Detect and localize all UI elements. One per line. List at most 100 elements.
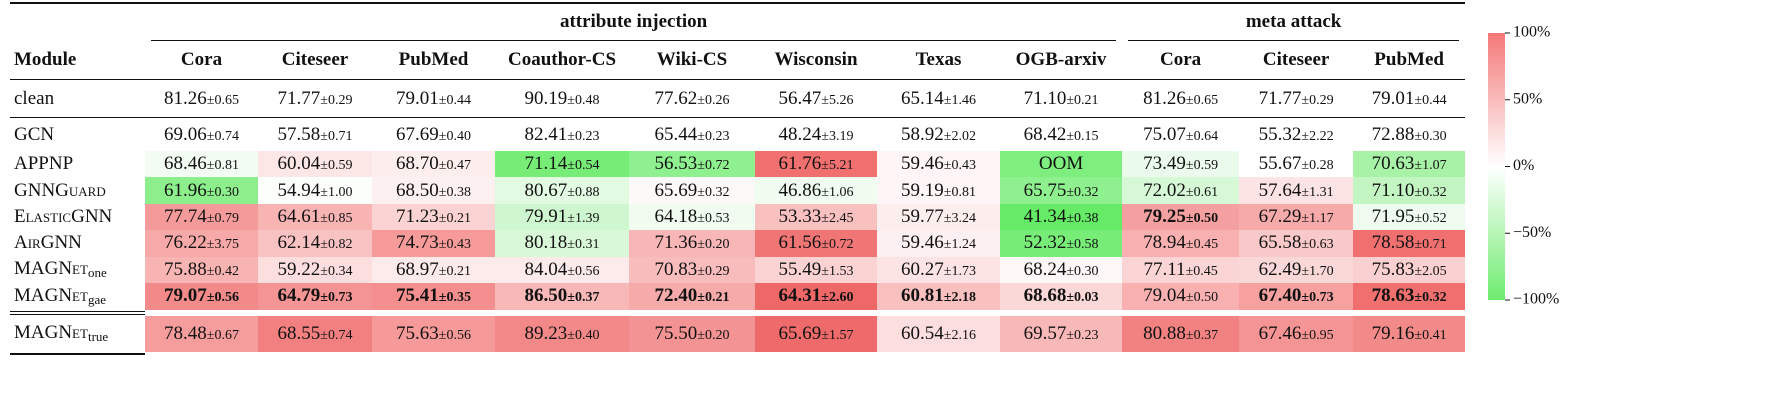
std: ±0.23	[567, 128, 600, 144]
module-cell: MAGNetgae	[10, 282, 145, 315]
value-cell: 65.58±0.63	[1239, 230, 1354, 257]
mean: 65.69	[654, 179, 698, 201]
value-cell: 59.22±0.34	[258, 256, 372, 283]
std: ±0.42	[206, 263, 239, 279]
value-cell: 57.64±1.31	[1239, 177, 1354, 204]
value-cell: 77.11±0.45	[1122, 256, 1240, 283]
mean: 59.46	[901, 153, 944, 175]
mean: 68.68	[1023, 285, 1067, 307]
std: ±0.48	[567, 92, 600, 108]
value-cell: 75.83±2.05	[1353, 256, 1466, 283]
mean: 59.22	[277, 258, 321, 280]
std: ±0.54	[567, 158, 600, 174]
std: ±0.81	[943, 184, 976, 200]
mean: 57.64	[1258, 179, 1302, 201]
std: ±2.05	[1414, 263, 1447, 279]
mean: 77.62	[654, 87, 698, 109]
mean: 62.14	[277, 232, 321, 254]
mean: 56.47	[778, 87, 822, 109]
value-cell: 68.42±0.15	[1000, 118, 1122, 152]
value-cell: 70.63±1.07	[1353, 151, 1466, 178]
value-cell: 68.50±0.38	[372, 177, 495, 204]
value-cell: 60.54±2.16	[877, 309, 1000, 356]
std: ±0.72	[821, 237, 854, 253]
value-cell: 70.83±0.29	[629, 256, 755, 283]
mean: 86.50	[524, 285, 568, 307]
mean: 80.67	[524, 179, 568, 201]
std: ±3.75	[206, 237, 239, 253]
std: ±0.52	[1414, 210, 1447, 226]
std: ±0.21	[438, 210, 471, 226]
std: ±0.20	[697, 327, 730, 343]
value-cell: 67.29±1.17	[1239, 203, 1354, 231]
std: ±0.81	[206, 158, 239, 174]
std: ±2.16	[943, 327, 976, 343]
std: ±1.57	[821, 327, 854, 343]
module-name: clean	[14, 87, 55, 109]
std: ±0.21	[1066, 92, 1099, 108]
value-cell: 67.40±0.73	[1239, 282, 1354, 315]
std: ±0.32	[1414, 290, 1447, 306]
results-table: attribute injection meta attack Module C…	[10, 2, 1466, 356]
table-row: GCN 69.06±0.74 57.58±0.71 67.69±0.40 82.41±0…	[10, 118, 1465, 152]
mean: 71.77	[277, 87, 321, 109]
mean: 75.63	[396, 322, 439, 344]
value-cell: 68.68±0.03	[1000, 282, 1123, 315]
std: ±1.70	[1301, 263, 1334, 279]
mean: 79.16	[1371, 322, 1415, 344]
table-row: MAGNettrue 78.48±0.67 68.55±0.74 75.63±0.56…	[10, 309, 1466, 356]
value-cell: 67.46±0.95	[1239, 309, 1354, 356]
module-cell: MAGNetone	[10, 257, 145, 283]
std: ±0.79	[206, 210, 239, 226]
std: ±0.20	[697, 237, 730, 253]
value-cell: 81.26±0.65	[145, 79, 258, 118]
std: ±0.71	[1414, 237, 1447, 253]
module-subscript: one	[87, 265, 107, 281]
mean: 81.26	[164, 87, 207, 109]
std: ±0.56	[567, 263, 600, 279]
mean: 60.04	[277, 153, 321, 175]
value-cell: 71.23±0.21	[372, 203, 495, 231]
value-cell: 73.49±0.59	[1122, 151, 1240, 178]
module-cell: APPNP	[10, 151, 145, 177]
header-row: Module Cora Citeseer PubMed Coauthor-CS Wiki…	[10, 41, 1466, 80]
value-cell: 71.14±0.54	[495, 151, 629, 178]
value-cell: 82.41±0.23	[495, 118, 629, 152]
std: ±0.40	[567, 327, 600, 343]
value-cell: 64.79±0.73	[258, 282, 372, 315]
value-cell: 80.18±0.31	[495, 230, 629, 257]
value-cell: 71.77±0.29	[1239, 79, 1354, 118]
mean: 69.57	[1023, 322, 1067, 344]
value-cell: 54.94±1.00	[258, 177, 372, 204]
value-cell: 68.55±0.74	[258, 309, 372, 356]
mean: 61.96	[164, 179, 207, 201]
std: ±5.26	[821, 92, 854, 108]
dataset-header: Cora	[1122, 41, 1240, 80]
mean: 72.88	[1371, 123, 1415, 145]
value-cell: 71.10±0.21	[1000, 79, 1123, 118]
std: ±1.73	[943, 263, 976, 279]
value-cell: 65.44±0.23	[629, 118, 755, 152]
value-cell: 79.07±0.56	[145, 282, 258, 315]
value-cell: 60.04±0.59	[258, 151, 372, 178]
mean: 68.50	[396, 179, 439, 201]
value-cell: 48.24±3.19	[755, 118, 877, 152]
value-cell: 79.16±0.41	[1353, 309, 1466, 356]
table-row: clean 81.26±0.65 71.77±0.29 79.01±0.44 90.19…	[10, 79, 1466, 118]
mean: 58.92	[901, 123, 944, 145]
module-subscript: gae	[87, 292, 106, 308]
mean: 59.46	[901, 232, 944, 254]
mean: 71.10	[1371, 179, 1415, 201]
mean: 65.14	[901, 87, 944, 109]
mean: 71.77	[1258, 87, 1302, 109]
mean: 54.94	[277, 179, 321, 201]
std: ±1.46	[943, 92, 976, 108]
mean: 89.23	[524, 322, 568, 344]
colorbar-gradient	[1488, 33, 1505, 300]
std: ±2.02	[943, 128, 976, 144]
mean: 48.24	[778, 123, 822, 145]
mean: 77.74	[164, 205, 207, 227]
value-cell: 65.14±1.46	[877, 79, 1000, 118]
table-row: GNNGuard 61.96±0.30 54.94±1.00 68.50±0.38 80…	[10, 177, 1466, 204]
value-cell: 78.94±0.45	[1122, 230, 1240, 257]
